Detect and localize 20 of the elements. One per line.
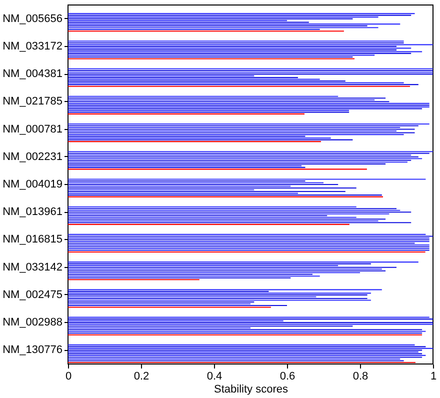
y-tick-label: NM_033142 bbox=[2, 261, 62, 274]
y-tick-label: NM_002475 bbox=[2, 288, 62, 301]
y-tick-label: NM_016815 bbox=[2, 234, 62, 246]
y-tick-label: NM_004381 bbox=[2, 68, 62, 80]
x-tick-label: 0.2 bbox=[134, 370, 150, 382]
x-tick-label: 1 bbox=[430, 370, 437, 382]
y-tick-label: NM_013961 bbox=[2, 206, 62, 218]
y-tick-label: NM_000781 bbox=[2, 123, 62, 136]
x-tick-label: 0.6 bbox=[280, 370, 296, 382]
x-tick-label: 0.8 bbox=[352, 370, 368, 382]
y-tick-label: NM_033172 bbox=[2, 40, 62, 52]
y-tick-label: NM_021785 bbox=[2, 96, 62, 108]
y-tick-label: NM_002988 bbox=[2, 316, 62, 329]
x-tick-label: 0.4 bbox=[206, 370, 222, 382]
y-tick-label: NM_005656 bbox=[2, 12, 62, 25]
y-tick-label: NM_004019 bbox=[2, 178, 62, 190]
x-tick-label: 0 bbox=[65, 370, 72, 382]
x-axis-title: Stability scores bbox=[214, 384, 288, 396]
y-tick-label: NM_130776 bbox=[2, 344, 62, 356]
y-tick-label: NM_002231 bbox=[2, 150, 62, 163]
